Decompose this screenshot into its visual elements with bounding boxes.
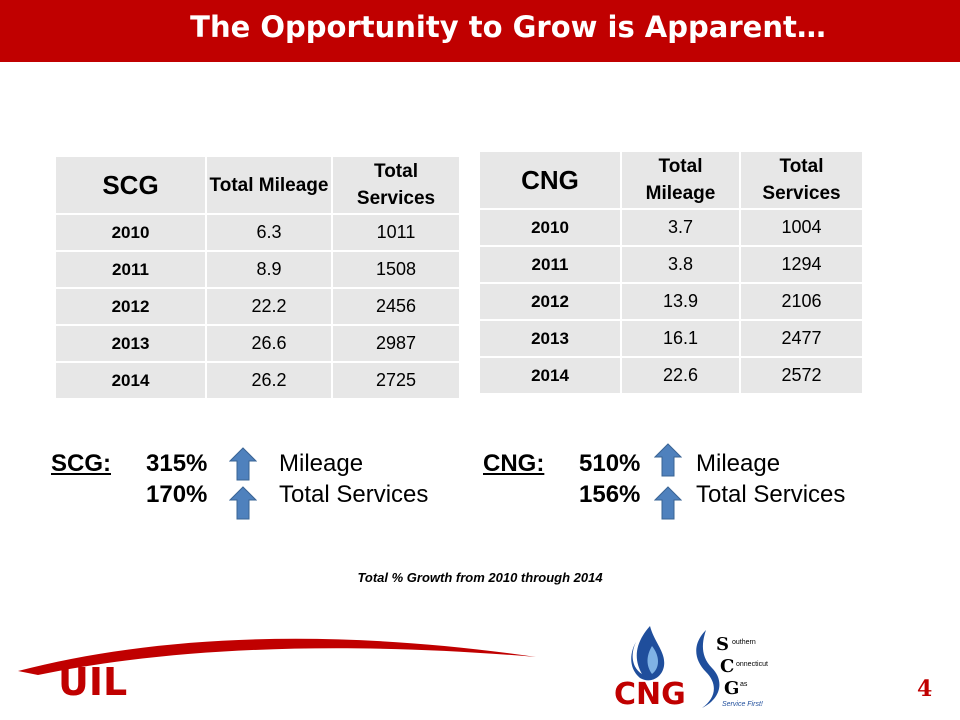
table-row: 2013 26.6 2987 <box>56 326 459 361</box>
mileage-cell: 3.8 <box>622 247 739 282</box>
table-row: 2013 16.1 2477 <box>480 321 862 356</box>
cng-logo: CNG <box>614 626 686 708</box>
services-cell: 2456 <box>333 289 459 324</box>
scg-services-pct: 170% <box>146 481 208 508</box>
page-number: 4 <box>917 676 933 702</box>
cng-logo-text: CNG <box>614 677 686 708</box>
up-arrow-icon <box>654 443 682 477</box>
mileage-cell: 26.2 <box>207 363 331 398</box>
services-cell: 2572 <box>741 358 862 393</box>
table-row: 2010 3.7 1004 <box>480 210 862 245</box>
scg-mileage-label: Mileage <box>279 450 364 477</box>
table-row: 2011 3.8 1294 <box>480 247 862 282</box>
mileage-cell: 3.7 <box>622 210 739 245</box>
cng-table-name: CNG <box>480 152 620 208</box>
scg-table: SCG Total Mileage Total Services 2010 6.… <box>54 155 461 400</box>
year-cell: 2011 <box>56 252 205 287</box>
cng-col-services: Total Services <box>741 152 862 208</box>
services-cell: 2725 <box>333 363 459 398</box>
mileage-cell: 26.6 <box>207 326 331 361</box>
up-arrow-icon <box>229 447 257 481</box>
scg-logo: S C G outhern onnecticut as Service Firs… <box>696 630 768 708</box>
scg-letter-c: C <box>720 656 734 677</box>
up-arrow-icon <box>654 486 682 520</box>
scg-line-1: outhern <box>732 639 756 646</box>
services-cell: 1011 <box>333 215 459 250</box>
services-cell: 1294 <box>741 247 862 282</box>
year-cell: 2010 <box>56 215 205 250</box>
scg-tagline: Service First! <box>722 701 763 708</box>
services-cell: 2987 <box>333 326 459 361</box>
services-cell: 2477 <box>741 321 862 356</box>
year-cell: 2012 <box>56 289 205 324</box>
uil-logo-text: UIL <box>58 660 127 704</box>
services-cell: 1004 <box>741 210 862 245</box>
table-row: 2014 22.6 2572 <box>480 358 862 393</box>
cng-services-label: Total Services <box>696 481 846 508</box>
title-banner <box>0 0 960 62</box>
mileage-cell: 6.3 <box>207 215 331 250</box>
slide-title: The Opportunity to Grow is Apparent… <box>190 10 826 44</box>
year-cell: 2014 <box>480 358 620 393</box>
growth-footnote: Total % Growth from 2010 through 2014 <box>357 570 603 585</box>
scg-line-2: onnecticut <box>736 661 768 668</box>
year-cell: 2014 <box>56 363 205 398</box>
year-cell: 2010 <box>480 210 620 245</box>
year-cell: 2013 <box>56 326 205 361</box>
mileage-cell: 13.9 <box>622 284 739 319</box>
uil-logo: UIL <box>18 638 536 704</box>
mileage-cell: 8.9 <box>207 252 331 287</box>
services-cell: 2106 <box>741 284 862 319</box>
scg-table-name: SCG <box>56 157 205 213</box>
scg-services-label: Total Services <box>279 481 429 508</box>
scg-col-mileage: Total Mileage <box>207 157 331 213</box>
scg-line-3: as <box>740 681 748 688</box>
table-row: 2010 6.3 1011 <box>56 215 459 250</box>
year-cell: 2011 <box>480 247 620 282</box>
mileage-cell: 22.2 <box>207 289 331 324</box>
up-arrow-icon <box>229 486 257 520</box>
year-cell: 2013 <box>480 321 620 356</box>
scg-mileage-pct: 315% <box>146 450 208 477</box>
table-row: 2014 26.2 2725 <box>56 363 459 398</box>
scg-col-services: Total Services <box>333 157 459 213</box>
table-row: 2012 22.2 2456 <box>56 289 459 324</box>
cng-mileage-pct: 510% <box>579 450 641 477</box>
services-cell: 1508 <box>333 252 459 287</box>
scg-growth-label: SCG: <box>51 450 111 477</box>
scg-letter-g: G <box>724 678 739 699</box>
year-cell: 2012 <box>480 284 620 319</box>
cng-table: CNG Total Mileage Total Services 2010 3.… <box>478 150 864 395</box>
cng-mileage-label: Mileage <box>696 450 781 477</box>
mileage-cell: 22.6 <box>622 358 739 393</box>
mileage-cell: 16.1 <box>622 321 739 356</box>
cng-col-mileage: Total Mileage <box>622 152 739 208</box>
table-row: 2012 13.9 2106 <box>480 284 862 319</box>
cng-services-pct: 156% <box>579 481 641 508</box>
scg-letter-s: S <box>716 634 729 655</box>
table-row: 2011 8.9 1508 <box>56 252 459 287</box>
cng-growth-label: CNG: <box>483 450 545 477</box>
